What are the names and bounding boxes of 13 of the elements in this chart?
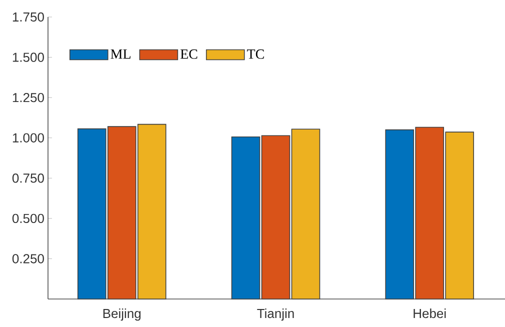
x-tick-label: Tianjin: [257, 308, 294, 321]
y-tick-label: 1.000: [12, 133, 44, 142]
legend-label: TC: [247, 49, 264, 59]
x-tick-label: Hebei: [414, 308, 446, 318]
y-tick-label: 0.750: [12, 174, 44, 183]
y-tick-label: 1.750: [12, 12, 44, 22]
y-tick-label: 1.250: [12, 92, 44, 102]
legend-label: EC: [180, 49, 198, 59]
legend-label: ML: [110, 49, 130, 59]
y-tick-label: 0.250: [12, 254, 44, 264]
x-tick-label: Beijing: [103, 308, 141, 321]
y-tick-label: 1.500: [12, 52, 44, 62]
y-tick-label: 0.500: [12, 214, 44, 224]
